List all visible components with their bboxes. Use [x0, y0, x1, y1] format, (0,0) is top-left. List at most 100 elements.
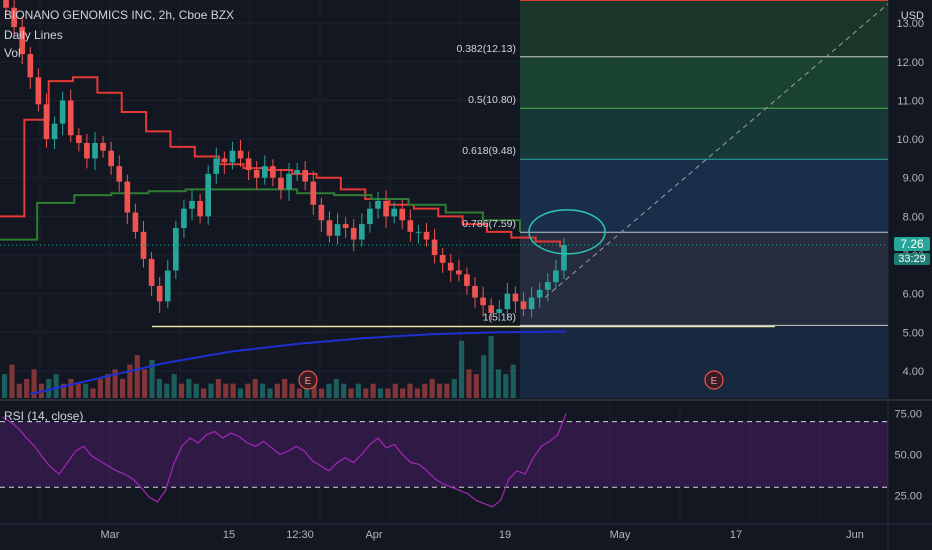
volume-bar — [363, 388, 369, 398]
volume-bar — [230, 383, 236, 398]
candle-body — [189, 200, 195, 209]
candle-body — [173, 227, 179, 271]
rsi-label[interactable]: RSI (14, close) — [4, 409, 84, 423]
time-tick: 17 — [730, 529, 742, 541]
volume-bar — [326, 383, 332, 398]
volume-bar — [2, 374, 8, 398]
candle-body — [383, 200, 389, 217]
time-tick: 19 — [499, 529, 511, 541]
price-tick: 4.00 — [903, 366, 924, 378]
candle-body — [51, 123, 58, 140]
candle-body — [35, 77, 42, 105]
earnings-marker-label: E — [305, 376, 312, 387]
candle-body — [221, 158, 228, 163]
candle-body — [512, 293, 519, 302]
candle-body — [3, 0, 9, 8]
fib-label: 0.618(9.48) — [462, 145, 516, 157]
volume-bar — [407, 383, 413, 398]
candle-body — [124, 181, 131, 213]
volume-bar — [311, 383, 317, 398]
indicator-daily-lines[interactable]: Daily Lines — [4, 28, 63, 42]
candle-body — [100, 142, 106, 151]
volume-bar — [252, 378, 258, 398]
candle-body — [261, 166, 268, 178]
earnings-marker-label: E — [711, 376, 718, 387]
volume-bar — [466, 369, 472, 398]
candle-body — [67, 100, 74, 136]
volume-bar — [97, 378, 103, 398]
volume-bar — [414, 388, 420, 398]
volume-bar — [9, 364, 15, 398]
volume-bar — [171, 374, 177, 398]
ma-blue-line — [29, 330, 566, 396]
volume-bar — [370, 383, 376, 398]
candle-body — [464, 274, 470, 286]
rsi-tick: 50.00 — [894, 449, 922, 461]
price-candles — [3, 0, 567, 322]
candle-body — [423, 231, 430, 240]
price-tick: 13.00 — [896, 18, 924, 30]
time-tick: 12:30 — [286, 529, 314, 541]
volume-bar — [436, 383, 443, 398]
candle-body — [528, 297, 535, 310]
candle-body — [156, 285, 163, 302]
candle-body — [181, 208, 187, 228]
candle-body — [447, 262, 454, 271]
candle-body — [310, 181, 317, 205]
candle-body — [399, 208, 406, 221]
fib-zone — [520, 232, 888, 326]
volume-bar — [16, 383, 22, 398]
volume-bar — [260, 383, 266, 398]
candle-body — [27, 54, 34, 78]
candle-body — [148, 258, 155, 286]
highlight-ellipse — [528, 209, 606, 255]
volume-bar — [24, 378, 30, 398]
price-tick: 10.00 — [896, 134, 924, 146]
candle-body — [108, 150, 114, 167]
volume-bar — [134, 355, 140, 398]
volume-bar — [429, 378, 435, 398]
candle-body — [237, 150, 244, 159]
ma-green-line — [0, 188, 521, 241]
rsi-band-fill — [0, 421, 888, 488]
candle-body — [334, 224, 341, 236]
time-tick: Jun — [846, 529, 864, 541]
candle-body — [358, 224, 365, 240]
candle-body — [286, 173, 292, 190]
candle-body — [294, 170, 300, 174]
indicator-volume[interactable]: Vol — [4, 46, 21, 60]
time-axis[interactable]: Mar 15 12:30 Apr 19 May 17 Jun — [101, 529, 864, 541]
volume-bar — [178, 383, 185, 398]
volume-bar — [201, 388, 207, 398]
candle-body — [561, 244, 567, 271]
fib-label: 0.786(7.59) — [462, 218, 516, 230]
earnings-marker — [704, 370, 724, 390]
volume-bar — [193, 383, 199, 398]
candle-body — [326, 220, 333, 236]
candle-body — [19, 27, 26, 55]
volume-bar — [215, 378, 221, 398]
volume-bar — [223, 383, 229, 398]
fib-zone-lower — [520, 325, 888, 398]
volume-bar — [186, 378, 192, 398]
earnings-marker — [298, 370, 318, 390]
candle-body — [59, 100, 66, 124]
candle-body — [75, 135, 82, 143]
candle-body — [342, 224, 349, 228]
fib-zone — [520, 56, 888, 109]
volume-bar — [60, 383, 67, 398]
volume-bar — [245, 383, 251, 398]
symbol-title[interactable]: BIONANO GENOMICS INC, 2h, Cboe BZX — [4, 8, 235, 22]
candle-body — [278, 177, 284, 190]
volume-bar — [473, 374, 479, 398]
trend-line — [544, 3, 889, 298]
candle-body — [318, 204, 325, 221]
volume-bar — [488, 336, 494, 398]
fib-zone — [520, 159, 888, 233]
volume-bar — [90, 388, 96, 398]
candle-body — [11, 7, 17, 28]
volume-bar — [444, 383, 450, 398]
price-axis[interactable]: 4.005.006.007.008.009.0010.0011.0012.001… — [894, 18, 924, 502]
